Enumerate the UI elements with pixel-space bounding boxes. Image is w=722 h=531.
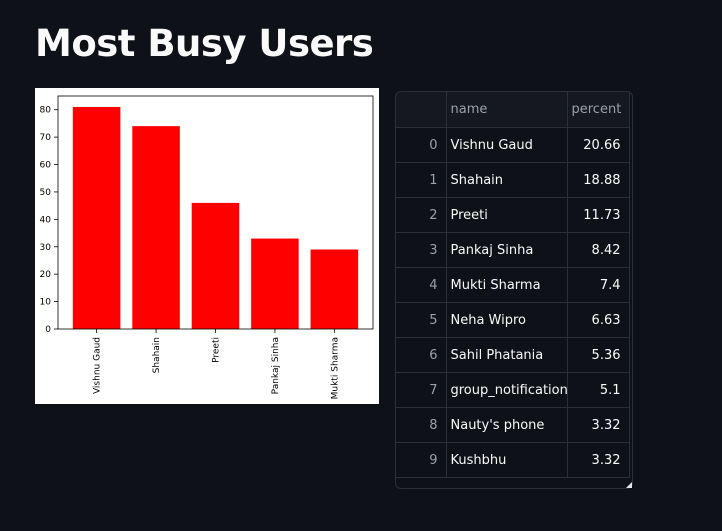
y-tick-label: 80	[40, 106, 52, 116]
y-tick-label: 0	[45, 325, 51, 335]
table-row[interactable]: 5 Neha Wipro 6.63	[396, 302, 630, 338]
name-cell[interactable]: Vishnu Gaud	[446, 127, 568, 163]
bar	[132, 126, 180, 329]
table-row[interactable]: 3 Pankaj Sinha 8.42	[396, 232, 630, 268]
x-tick-label: Vishnu Gaud	[93, 337, 103, 394]
name-cell[interactable]: Neha Wipro	[446, 302, 568, 338]
row-index-cell[interactable]: 5	[396, 302, 447, 338]
row-index-cell[interactable]: 1	[396, 162, 447, 198]
percent-cell[interactable]: 7.4	[567, 267, 630, 303]
x-tick-label: Preeti	[212, 337, 222, 363]
table-row[interactable]: 9 Kushbhu 3.32	[396, 442, 630, 478]
y-tick-label: 10	[40, 298, 52, 308]
bar-chart-svg: 0 10 20 30 40 50 60 70 80 Vishnu Gaud Shahain Preet…	[40, 95, 374, 399]
table-row[interactable]: 2 Preeti 11.73	[396, 197, 630, 233]
name-cell[interactable]: Sahil Phatania	[446, 337, 568, 373]
table-row[interactable]: 0 Vishnu Gaud 20.66	[396, 127, 630, 163]
row-index-cell[interactable]: 8	[396, 407, 447, 443]
x-tick-label: Mukti Sharma	[330, 337, 340, 399]
row-index-cell[interactable]: 7	[396, 372, 447, 408]
table-row[interactable]: 6 Sahil Phatania 5.36	[396, 337, 630, 373]
x-tick-label: Shahain	[152, 337, 162, 373]
row-index-cell[interactable]: 3	[396, 232, 447, 268]
bar	[310, 249, 359, 329]
resize-handle-icon[interactable]	[626, 482, 632, 488]
percent-cell[interactable]: 8.42	[567, 232, 630, 268]
x-tick-label: Pankaj Sinha	[271, 337, 281, 394]
percent-cell[interactable]: 11.73	[567, 197, 630, 233]
row-index-cell[interactable]: 0	[396, 127, 447, 163]
row-index-cell[interactable]: 4	[396, 267, 447, 303]
name-cell[interactable]: Nauty's phone	[446, 407, 568, 443]
y-tick-label: 20	[40, 270, 52, 280]
y-tick-label: 70	[40, 133, 52, 143]
percent-cell[interactable]: 18.88	[567, 162, 630, 198]
y-tick-label: 50	[40, 188, 52, 198]
percent-cell[interactable]: 5.1	[567, 372, 630, 408]
y-tick-label: 30	[40, 243, 52, 253]
name-cell[interactable]: Kushbhu	[446, 442, 568, 478]
row-index-cell[interactable]: 2	[396, 197, 447, 233]
percent-cell[interactable]: 3.32	[567, 442, 630, 478]
y-tick-label: 60	[40, 161, 52, 171]
row-index-cell[interactable]: 6	[396, 337, 447, 373]
name-cell[interactable]: Mukti Sharma	[446, 267, 568, 303]
table-row[interactable]: 8 Nauty's phone 3.32	[396, 407, 630, 443]
percent-column-header[interactable]: percent	[567, 92, 630, 128]
percent-cell[interactable]: 5.36	[567, 337, 630, 373]
percent-cell[interactable]: 3.32	[567, 407, 630, 443]
name-cell[interactable]: Shahain	[446, 162, 568, 198]
table-row[interactable]: 1 Shahain 18.88	[396, 162, 630, 198]
bar-chart: 0 10 20 30 40 50 60 70 80 Vishnu Gaud Shahain Preet…	[35, 88, 379, 404]
index-column-header[interactable]	[396, 92, 447, 128]
page-title: Most Busy Users	[35, 22, 374, 65]
plot-frame	[57, 95, 374, 330]
dataframe-table: name percent 0 Vishnu Gaud 20.66 1 Shahain 18…	[396, 92, 630, 478]
bar	[72, 106, 121, 329]
name-cell[interactable]: Pankaj Sinha	[446, 232, 568, 268]
name-cell[interactable]: group_notification	[446, 372, 568, 408]
dataframe[interactable]: name percent 0 Vishnu Gaud 20.66 1 Shahain 18…	[395, 91, 633, 489]
table-row[interactable]: 4 Mukti Sharma 7.4	[396, 267, 630, 303]
name-column-header[interactable]: name	[446, 92, 568, 128]
bar	[191, 202, 240, 329]
percent-cell[interactable]: 20.66	[567, 127, 630, 163]
row-index-cell[interactable]: 9	[396, 442, 447, 478]
table-row[interactable]: 7 group_notification 5.1	[396, 372, 630, 408]
percent-cell[interactable]: 6.63	[567, 302, 630, 338]
header-row: name percent	[396, 92, 630, 128]
y-tick-label: 40	[40, 215, 52, 225]
bar	[251, 238, 299, 329]
name-cell[interactable]: Preeti	[446, 197, 568, 233]
